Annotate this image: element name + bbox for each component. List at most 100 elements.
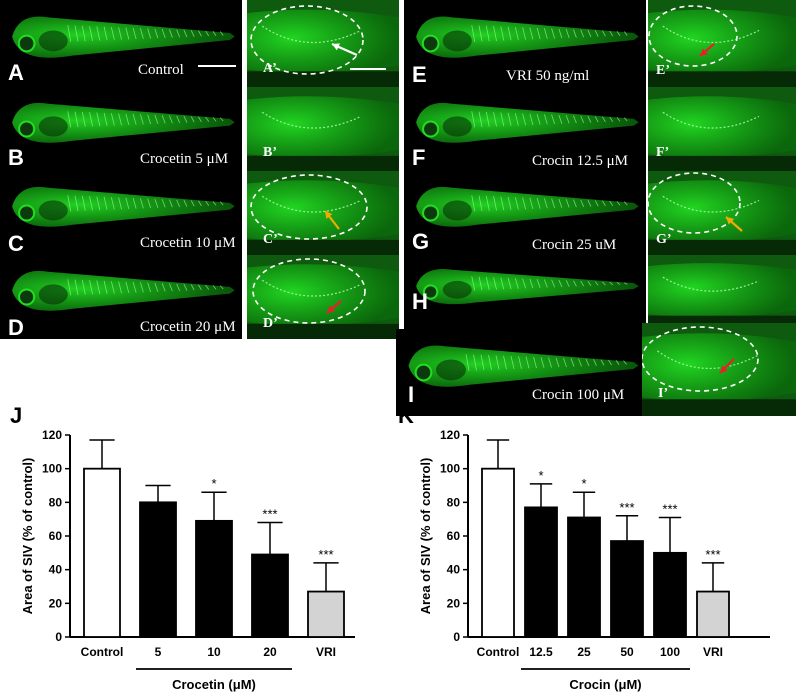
micrograph-panel-c2: C’ bbox=[247, 171, 399, 255]
micrograph-panel-e2: E’ bbox=[648, 0, 796, 87]
panel-label: E bbox=[412, 62, 427, 87]
x-tick-label: 25 bbox=[577, 645, 591, 659]
siv-zoom-image bbox=[642, 323, 796, 416]
siv-region-ellipse bbox=[642, 326, 759, 392]
x-tick-label: VRI bbox=[703, 645, 723, 659]
x-axis-label: Crocetin (μM) bbox=[172, 677, 256, 692]
micrograph-panel-c: C Crocetin 10 μM bbox=[0, 171, 242, 255]
y-tick-label: 120 bbox=[440, 428, 460, 442]
panel-label: G’ bbox=[656, 232, 672, 247]
y-tick-label: 40 bbox=[49, 563, 63, 577]
bar-control bbox=[481, 467, 515, 638]
bar-5 bbox=[139, 501, 177, 638]
treatment-condition-label: Control bbox=[138, 62, 184, 78]
y-tick-label: 20 bbox=[49, 596, 63, 610]
bar-10 bbox=[195, 519, 233, 638]
siv-region-ellipse bbox=[250, 174, 368, 240]
zebrafish-embryo-image bbox=[12, 16, 235, 58]
siv-zoom-image bbox=[648, 171, 796, 255]
bar-12-5 bbox=[524, 506, 558, 638]
panel-label: B’ bbox=[263, 145, 277, 160]
panel-label: I bbox=[408, 382, 415, 407]
y-axis-label: Area of SIV (% of control) bbox=[418, 458, 433, 615]
treatment-condition-label: Crocin 12.5 μM bbox=[532, 153, 628, 169]
panel-label: C’ bbox=[263, 232, 278, 247]
bar-20 bbox=[251, 553, 289, 638]
x-tick-label: 100 bbox=[660, 645, 680, 659]
panel-label: F’ bbox=[656, 145, 670, 160]
siv-zoom-image bbox=[648, 0, 796, 87]
treatment-condition-label: Crocin 100 μM bbox=[532, 387, 625, 403]
x-tick-label: Control bbox=[81, 645, 124, 659]
siv-zoom-image bbox=[648, 255, 796, 329]
zebrafish-embryo-image bbox=[408, 345, 639, 387]
zebrafish-embryo-image bbox=[12, 270, 235, 311]
siv-zoom-image bbox=[648, 87, 796, 171]
siv-zoom-image bbox=[247, 87, 399, 171]
scale-bar bbox=[198, 65, 236, 67]
x-tick-label: 5 bbox=[155, 645, 162, 659]
y-axis-label: Area of SIV (% of control) bbox=[20, 458, 35, 615]
panel-label: G bbox=[412, 229, 430, 254]
bar-100 bbox=[653, 551, 687, 638]
zebrafish-embryo-image bbox=[416, 102, 639, 143]
x-tick-label: 20 bbox=[263, 645, 277, 659]
siv-zoom-image bbox=[247, 255, 399, 339]
panel-label: A bbox=[8, 60, 24, 85]
y-tick-label: 40 bbox=[447, 563, 461, 577]
micrograph-panel-i2: I’ bbox=[642, 323, 796, 416]
siv-region-ellipse bbox=[648, 172, 741, 234]
panel-label: C bbox=[8, 231, 24, 255]
bar-vri bbox=[307, 590, 345, 638]
treatment-condition-label: Crocetin 5 μM bbox=[140, 151, 229, 167]
y-tick-label: 80 bbox=[49, 495, 63, 509]
x-tick-label: 12.5 bbox=[529, 645, 553, 659]
panel-label: A’ bbox=[263, 61, 277, 76]
micrograph-panel-d: D Crocetin 20 μM bbox=[0, 255, 242, 339]
y-tick-label: 100 bbox=[440, 462, 460, 476]
micrograph-panel-b2: B’ bbox=[247, 87, 399, 171]
micrograph-panel-a: A Control bbox=[0, 0, 242, 87]
micrograph-panel-g: G Crocin 25 uM bbox=[404, 171, 646, 255]
siv-region-ellipse bbox=[648, 5, 738, 67]
zebrafish-embryo-image bbox=[416, 16, 639, 58]
y-tick-label: 60 bbox=[447, 529, 461, 543]
panel-label: B bbox=[8, 145, 24, 170]
treatment-condition-label: Crocin 25 uM bbox=[532, 237, 617, 253]
y-tick-label: 120 bbox=[42, 428, 62, 442]
scale-bar bbox=[350, 68, 386, 70]
bar-vri bbox=[696, 590, 730, 638]
significance-marker: *** bbox=[662, 501, 677, 516]
micrograph-panel-b: B Crocetin 5 μM bbox=[0, 87, 242, 171]
micrograph-panel-h2: H’ bbox=[648, 255, 796, 329]
y-tick-label: 60 bbox=[49, 529, 63, 543]
zebrafish-embryo-image bbox=[416, 186, 639, 227]
zebrafish-embryo-image bbox=[12, 102, 235, 143]
treatment-condition-label: Crocetin 10 μM bbox=[140, 235, 236, 251]
panel-label: D bbox=[8, 315, 24, 339]
significance-marker: *** bbox=[262, 507, 277, 522]
panel-label: E’ bbox=[656, 63, 670, 78]
siv-zoom-image bbox=[247, 0, 399, 87]
micrograph-panel-f: F Crocin 12.5 μM bbox=[404, 87, 646, 171]
y-tick-label: 80 bbox=[447, 495, 461, 509]
panel-label-K: K bbox=[398, 403, 414, 428]
treatment-condition-label: VRI 50 ng/ml bbox=[506, 68, 590, 84]
micrograph-panel-f2: F’ bbox=[648, 87, 796, 171]
x-tick-label: 10 bbox=[207, 645, 221, 659]
panel-label: H bbox=[412, 289, 428, 314]
x-axis-label: Crocin (μM) bbox=[569, 677, 641, 692]
panel-label: D’ bbox=[263, 316, 278, 331]
micrograph-panel-e: E VRI 50 ng/ml bbox=[404, 0, 646, 87]
zebrafish-embryo-image bbox=[12, 186, 235, 227]
x-tick-label: VRI bbox=[316, 645, 336, 659]
siv-zoom-image bbox=[247, 171, 399, 255]
panel-label: F bbox=[412, 145, 426, 170]
treatment-condition-label: Crocetin 20 μM bbox=[140, 319, 236, 335]
bar-50 bbox=[610, 540, 644, 638]
micrograph-panel-h: HCrocin 50 uM bbox=[404, 255, 646, 329]
significance-marker: * bbox=[581, 476, 586, 491]
micrograph-panel-a2: A’ bbox=[247, 0, 399, 87]
bar-chart-crocetin: 0 20 40 60 80 100 120 Area of SIV (% of control… bbox=[20, 428, 355, 692]
micrograph-panel-d2: D’ bbox=[247, 255, 399, 339]
